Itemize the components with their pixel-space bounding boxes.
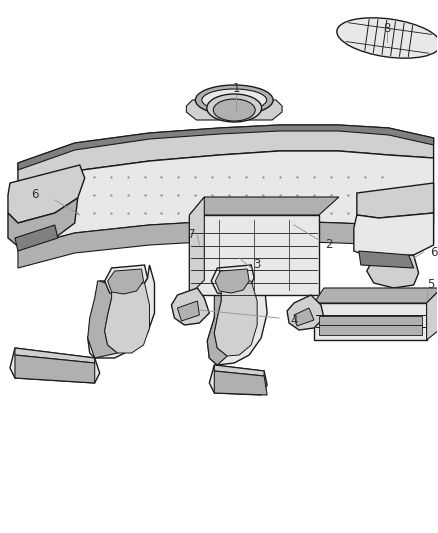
Ellipse shape <box>337 18 438 58</box>
Polygon shape <box>207 281 227 365</box>
Polygon shape <box>189 197 205 295</box>
Polygon shape <box>177 301 199 321</box>
Polygon shape <box>8 198 78 248</box>
Polygon shape <box>367 255 419 288</box>
Polygon shape <box>187 100 282 120</box>
Text: 3: 3 <box>254 259 261 271</box>
Polygon shape <box>18 151 434 248</box>
Polygon shape <box>189 197 339 215</box>
Ellipse shape <box>213 99 255 121</box>
Polygon shape <box>18 125 434 188</box>
Text: 8: 8 <box>383 21 390 35</box>
Polygon shape <box>105 283 149 353</box>
Text: 6: 6 <box>430 246 437 259</box>
Polygon shape <box>211 265 254 295</box>
Polygon shape <box>105 265 148 295</box>
Polygon shape <box>108 269 144 294</box>
Ellipse shape <box>202 89 267 111</box>
Text: 2: 2 <box>325 238 333 252</box>
Bar <box>319 325 422 335</box>
Polygon shape <box>287 295 324 330</box>
Polygon shape <box>209 365 267 395</box>
Polygon shape <box>10 348 100 383</box>
Polygon shape <box>15 355 95 383</box>
Polygon shape <box>15 225 58 251</box>
Polygon shape <box>189 215 319 295</box>
Polygon shape <box>214 365 264 376</box>
Polygon shape <box>8 165 85 223</box>
Text: 1: 1 <box>233 82 240 94</box>
Polygon shape <box>214 281 257 356</box>
Polygon shape <box>18 221 434 268</box>
Polygon shape <box>357 183 434 218</box>
Ellipse shape <box>207 94 261 122</box>
Polygon shape <box>427 288 438 340</box>
Polygon shape <box>294 308 314 326</box>
Polygon shape <box>207 263 267 365</box>
Ellipse shape <box>195 85 273 115</box>
Polygon shape <box>88 281 118 358</box>
Text: 5: 5 <box>427 279 434 292</box>
Polygon shape <box>314 288 438 303</box>
Polygon shape <box>209 213 314 228</box>
Polygon shape <box>314 303 427 340</box>
Polygon shape <box>215 269 249 293</box>
Polygon shape <box>359 251 413 268</box>
Bar <box>319 316 422 325</box>
Text: 7: 7 <box>187 229 195 241</box>
Polygon shape <box>88 265 155 358</box>
Text: 6: 6 <box>31 189 39 201</box>
Polygon shape <box>214 371 267 395</box>
Polygon shape <box>18 125 434 170</box>
Polygon shape <box>354 213 434 258</box>
Polygon shape <box>171 288 209 325</box>
Text: 4: 4 <box>290 313 298 327</box>
Polygon shape <box>15 348 95 363</box>
